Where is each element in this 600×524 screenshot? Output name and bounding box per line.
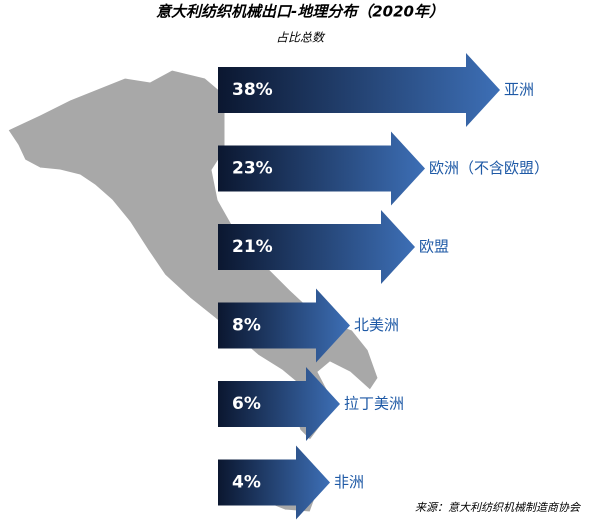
arrow-bar: [218, 445, 330, 520]
arrow-bar: [218, 210, 415, 284]
arrow-bar: [218, 131, 425, 206]
category-label: 北美洲: [354, 316, 399, 334]
value-label: 4%: [232, 473, 261, 493]
category-label: 拉丁美洲: [344, 395, 404, 413]
arrow-bar: [218, 288, 350, 363]
chart-subtitle: 占比总数: [276, 31, 326, 45]
category-label: 亚洲: [504, 81, 534, 99]
category-label: 非洲: [334, 473, 364, 491]
value-label: 23%: [232, 159, 273, 179]
value-label: 8%: [232, 316, 261, 336]
value-label: 6%: [232, 394, 261, 414]
italy-map: [7, 69, 379, 513]
chart-title: 意大利纺织机械出口-地理分布（2020年）: [156, 3, 444, 21]
source-note: 来源：意大利纺织机械制造商协会: [415, 501, 581, 514]
value-label: 21%: [232, 237, 273, 257]
arrow-bar: [218, 367, 340, 441]
value-label: 38%: [232, 80, 273, 100]
arrow-bar: [218, 53, 500, 127]
category-label: 欧盟: [419, 238, 449, 256]
category-label: 欧洲（不含欧盟）: [429, 159, 549, 177]
